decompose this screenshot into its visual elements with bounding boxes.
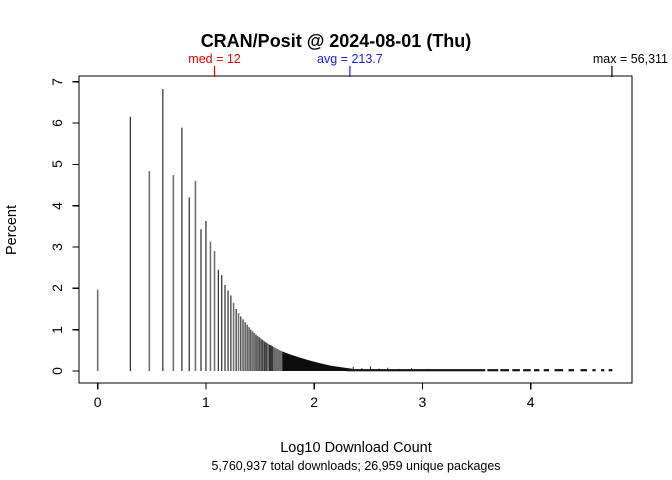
x-tick-label: 1: [202, 394, 210, 410]
baseline-band-segment: [601, 369, 605, 372]
baseline-band-segment: [346, 369, 486, 372]
y-axis-label: Percent: [4, 205, 20, 255]
y-tick-label: 7: [49, 77, 65, 86]
x-tick-label: 4: [526, 394, 535, 410]
x-axis-label: Log10 Download Count: [280, 440, 432, 456]
baseline-band-segment: [608, 369, 613, 372]
y-tick-label: 4: [49, 201, 65, 210]
chart-title: CRAN/Posit @ 2024-08-01 (Thu): [200, 31, 472, 51]
baseline-band-segment: [592, 369, 596, 372]
y-tick-label: 1: [49, 325, 65, 334]
y-tick-label: 3: [49, 243, 65, 251]
subtitle-totals: 5,760,937 total downloads; 26,959 unique…: [211, 459, 501, 473]
x-tick-label: 0: [93, 394, 102, 410]
baseline-band-segment: [580, 369, 587, 372]
max-annotation: max = 56,311: [592, 52, 668, 66]
y-tick-label: 5: [49, 160, 65, 169]
x-tick-label: 2: [310, 394, 319, 410]
baseline-band-segment: [487, 369, 499, 372]
baseline-band-segment: [500, 369, 510, 372]
average-annotation: avg = 213.7: [317, 52, 383, 66]
plot-box: [78, 75, 633, 384]
dense-spike-wedge: [281, 351, 353, 371]
baseline-band-segment: [533, 369, 540, 372]
y-tick-label: 2: [49, 284, 65, 293]
baseline-band-segment: [554, 369, 564, 372]
median-annotation: med = 12: [188, 52, 241, 66]
baseline-band-segment: [512, 369, 520, 372]
baseline-band-segment: [543, 369, 550, 372]
baseline-band-segment: [523, 369, 531, 372]
x-tick-label: 3: [418, 394, 427, 410]
y-tick-label: 0: [49, 367, 65, 375]
baseline-band-segment: [568, 369, 574, 372]
y-tick-label: 6: [49, 119, 65, 127]
